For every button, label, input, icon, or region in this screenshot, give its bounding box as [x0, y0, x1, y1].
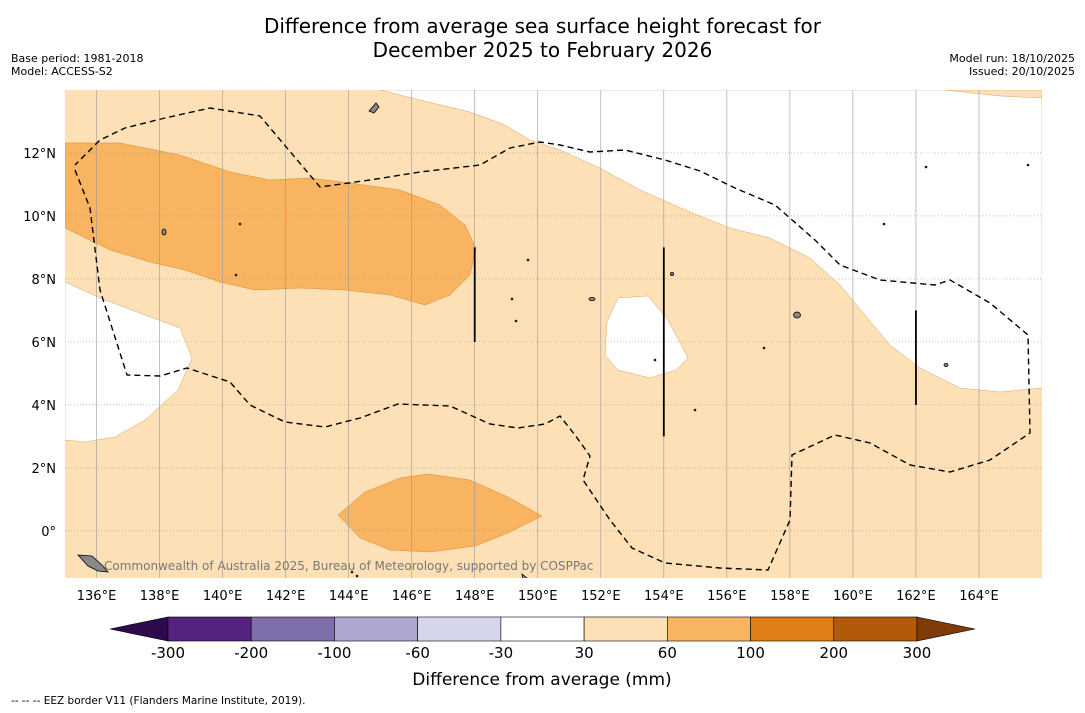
colorbar-box: [167, 616, 252, 642]
latitude-tick-label: 12°N: [23, 147, 56, 162]
islands: [77, 102, 1030, 578]
colorbar-box: [500, 616, 585, 642]
longitude-tick-label: 144°E: [329, 589, 369, 604]
island-small-2: [588, 296, 596, 301]
run-info: Model run: 18/10/2025 Issued: 20/10/2025: [949, 52, 1075, 78]
colorbar-tick-label: 300: [903, 644, 932, 662]
latitude-tick-label: 0°: [41, 525, 56, 540]
colorbar-box: [583, 616, 668, 642]
colorbar-tick-label: 30: [575, 644, 594, 662]
colorbar-tick-label: 60: [658, 644, 677, 662]
colorbar-labels: -300 -200 -100 -60 -30 30 60 100 200 300: [151, 644, 931, 662]
latitude-tick-label: 6°N: [32, 336, 57, 351]
longitude-labels: 136°E 138°E 140°E 142°E 144°E 146°E 148°E 150°E…: [77, 589, 999, 604]
island-small-4: [943, 362, 949, 367]
islet-12: [350, 570, 354, 574]
longitude-tick-label: 156°E: [707, 589, 747, 604]
colorbar-boxes: [167, 616, 918, 642]
longitude-tick-label: 162°E: [896, 589, 936, 604]
latitude-tick-label: 8°N: [32, 273, 57, 288]
colorbar-tick-label: -300: [151, 644, 185, 662]
island-north: [368, 102, 380, 114]
eez-vertical-segments: [473, 247, 917, 437]
base-period-text: Base period: 1981-2018: [11, 52, 144, 65]
copyright-text: Commonwealth of Australia 2025, Bureau o…: [104, 559, 594, 573]
model-name-text: Model: ACCESS-S2: [11, 65, 113, 78]
longitude-tick-label: 164°E: [959, 589, 999, 604]
map-title: Difference from average sea surface heig…: [0, 14, 1085, 62]
issued-text: Issued: 20/10/2025: [968, 65, 1075, 78]
longitude-tick-label: 154°E: [644, 589, 684, 604]
longitude-tick-label: 148°E: [455, 589, 495, 604]
colorbar-box: [750, 616, 835, 642]
latitude-labels: 0° 2°N 4°N 6°N 8°N 10°N 12°N: [23, 147, 56, 540]
islet-6: [924, 165, 928, 169]
islet-5: [514, 319, 518, 323]
longitude-tick-label: 158°E: [770, 589, 810, 604]
colorbar-tick-label: -30: [489, 644, 514, 662]
island-small-1: [161, 228, 167, 236]
longitude-gridlines: [96, 90, 980, 578]
colorbar-tick-label: 200: [819, 644, 848, 662]
anomaly-60-100-region-north: [65, 142, 477, 306]
latitude-tick-label: 2°N: [32, 462, 57, 477]
island-south-center: [521, 573, 528, 578]
colorbar: -300 -200 -100 -60 -30 30 60 100 200 300 Differen…: [109, 616, 976, 690]
title-line-2: December 2025 to February 2026: [372, 38, 713, 62]
colorbar-box: [417, 616, 502, 642]
eez-border-line: [74, 107, 1031, 571]
above-average-sliver-northeast: [944, 90, 1042, 99]
islet-11: [653, 358, 657, 362]
longitude-tick-label: 136°E: [77, 589, 117, 604]
colorbar-box: [667, 616, 751, 642]
latitude-gridlines: [65, 152, 1042, 532]
colorbar-tick-label: -200: [234, 644, 268, 662]
map-plot-area: Commonwealth of Australia 2025, Bureau o…: [65, 90, 1042, 578]
island-east: [793, 311, 801, 319]
colorbar-tick-label: -60: [405, 644, 430, 662]
colorbar-box: [334, 616, 418, 642]
longitude-tick-label: 152°E: [581, 589, 621, 604]
colorbar-tick-label: 100: [736, 644, 765, 662]
title-line-1: Difference from average sea surface heig…: [263, 14, 822, 38]
model-run-text: Model run: 18/10/2025: [949, 52, 1075, 65]
longitude-tick-label: 160°E: [833, 589, 873, 604]
latitude-tick-label: 4°N: [32, 399, 57, 414]
islet-3: [526, 258, 530, 262]
near-average-region-northeast: [379, 90, 1042, 393]
colorbar-tick-label: -100: [317, 644, 351, 662]
longitude-tick-label: 142°E: [266, 589, 306, 604]
islet-7: [1026, 163, 1030, 167]
islet-2: [234, 273, 238, 277]
island-small-3: [670, 271, 675, 276]
longitude-tick-label: 150°E: [518, 589, 558, 604]
islet-1: [238, 222, 242, 226]
islet-13: [355, 574, 359, 578]
latitude-tick-label: 10°N: [23, 210, 56, 225]
longitude-tick-label: 140°E: [203, 589, 243, 604]
anomaly-60-100-region-south: [337, 473, 543, 553]
colorbar-box: [250, 616, 335, 642]
colorbar-extend-low: [109, 616, 169, 642]
colorbar-title: Difference from average (mm): [412, 670, 671, 690]
eez-footnote: -- -- -- EEZ border V11 (Flanders Marine…: [11, 695, 306, 707]
islet-10: [762, 346, 766, 350]
colorbar-box: [833, 616, 918, 642]
island-southwest: [77, 554, 109, 573]
longitude-tick-label: 146°E: [392, 589, 432, 604]
longitude-tick-label: 138°E: [140, 589, 180, 604]
islet-8: [882, 222, 886, 226]
islet-9: [693, 408, 697, 412]
colorbar-extend-high: [916, 616, 976, 642]
model-info: Base period: 1981-2018 Model: ACCESS-S2: [11, 52, 143, 78]
islet-4: [510, 297, 514, 301]
